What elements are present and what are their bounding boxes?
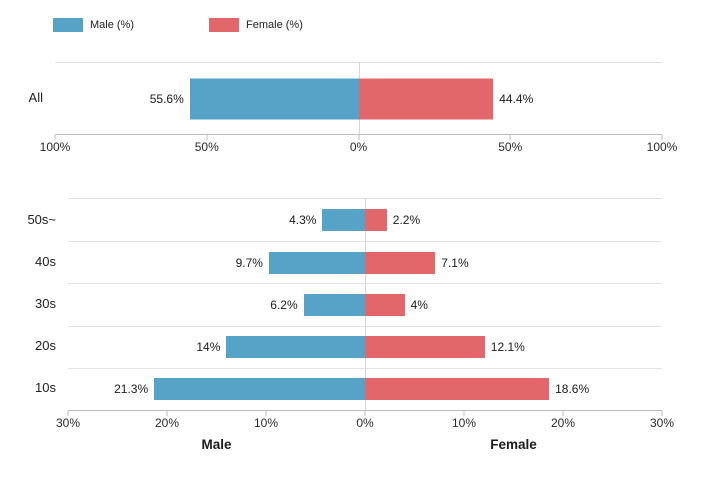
axis-tick [562,410,564,416]
axis-tick [509,135,511,140]
all-ages-value-axis: 100% 50% 0% 50% 100% [40,135,677,155]
female-bar[interactable] [365,251,436,274]
legend-item-male[interactable]: Male (%) [53,18,134,32]
male-bar[interactable] [154,378,365,401]
all-ages-plot-area: 55.6% 44.4% [55,62,662,135]
axis-tick [265,410,267,416]
male-value-label: 6.2% [270,297,298,312]
legend-label-female: Female (%) [246,19,303,31]
male-bar[interactable] [268,251,365,274]
age-groups-chart: 50s~ 40s 30s 20s 10s 4.3% 2.2% 9.7% 7.1% 6.2% 4% 1… [0,198,674,431]
legend: Male (%) Female (%) [0,0,701,32]
male-bar[interactable] [189,78,359,119]
axis-tick-label: 30% [649,415,675,430]
axis-tick [661,135,663,140]
category-label: 50s~ [27,211,56,227]
axis-tick-label: 30% [55,415,81,430]
axis-tick-label: 20% [550,415,576,430]
axis-tick-label: 0% [349,140,368,154]
axis-tick-label: 50% [498,140,523,154]
axis-tick-label: 100% [39,140,71,154]
axis-tick-label: 0% [356,415,374,430]
chart-row: 9.7% 7.1% [68,241,662,283]
female-axis-title: Female [490,436,537,452]
legend-item-female[interactable]: Female (%) [209,18,303,32]
axis-tick [463,410,465,416]
axis-tick-label: 10% [253,415,279,430]
axis-tick [54,135,56,140]
female-value-label: 44.4% [499,91,534,106]
axis-tick-label: 100% [646,140,678,154]
age-groups-category-axis: 50s~ 40s 30s 20s 10s [0,198,68,411]
female-bar[interactable] [365,293,405,316]
axis-tick [206,135,208,140]
female-bar[interactable] [365,209,387,232]
chart-row: 4.3% 2.2% [68,199,662,241]
all-ages-chart: All 55.6% 44.4% 100% 50% 0% 50% 100% [0,62,677,155]
female-value-label: 18.6% [555,382,590,397]
chart-row: 6.2% 4% [68,283,662,325]
male-value-label: 14% [196,340,221,355]
female-bar[interactable] [365,378,550,401]
category-label: 40s [35,253,56,269]
category-label: 20s [35,338,56,354]
axis-tick [364,410,366,416]
legend-label-male: Male (%) [90,19,135,31]
axis-tick-label: 10% [451,415,477,430]
chart-row: 14% 12.1% [68,325,662,368]
male-value-label: 9.7% [235,255,263,270]
axis-tick [358,135,359,140]
female-value-label: 4% [410,297,428,312]
category-label: All [28,90,43,105]
axis-tick-label: 20% [154,415,180,430]
axis-tick [166,410,168,416]
category-label: 30s [35,295,56,311]
male-value-label: 55.6% [149,91,184,106]
male-value-label: 4.3% [289,213,317,228]
male-bar[interactable] [303,293,365,316]
all-ages-category-axis: All [0,62,55,135]
axis-tick-label: 50% [194,140,219,154]
female-value-label: 7.1% [441,255,469,270]
female-bar[interactable] [365,336,485,359]
age-groups-value-axis: 30% 20% 10% 0% 10% 20% 30% [56,410,674,431]
male-axis-title: Male [201,436,232,452]
axis-titles: Male Female [68,437,662,454]
female-color-swatch [209,18,240,32]
chart-row: 21.3% 18.6% [68,367,662,410]
female-bar[interactable] [358,78,494,119]
chart-row: 55.6% 44.4% [55,63,662,134]
female-value-label: 2.2% [392,213,421,228]
male-value-label: 21.3% [114,382,149,397]
axis-tick [661,410,663,416]
male-bar[interactable] [322,209,365,232]
male-bar[interactable] [226,336,365,359]
category-label: 10s [35,380,56,396]
axis-tick [67,410,69,416]
female-value-label: 12.1% [490,340,525,355]
male-color-swatch [53,18,83,32]
age-groups-plot-area: 4.3% 2.2% 9.7% 7.1% 6.2% 4% 14% 12.1% 21.3% 18.6% [68,198,662,411]
